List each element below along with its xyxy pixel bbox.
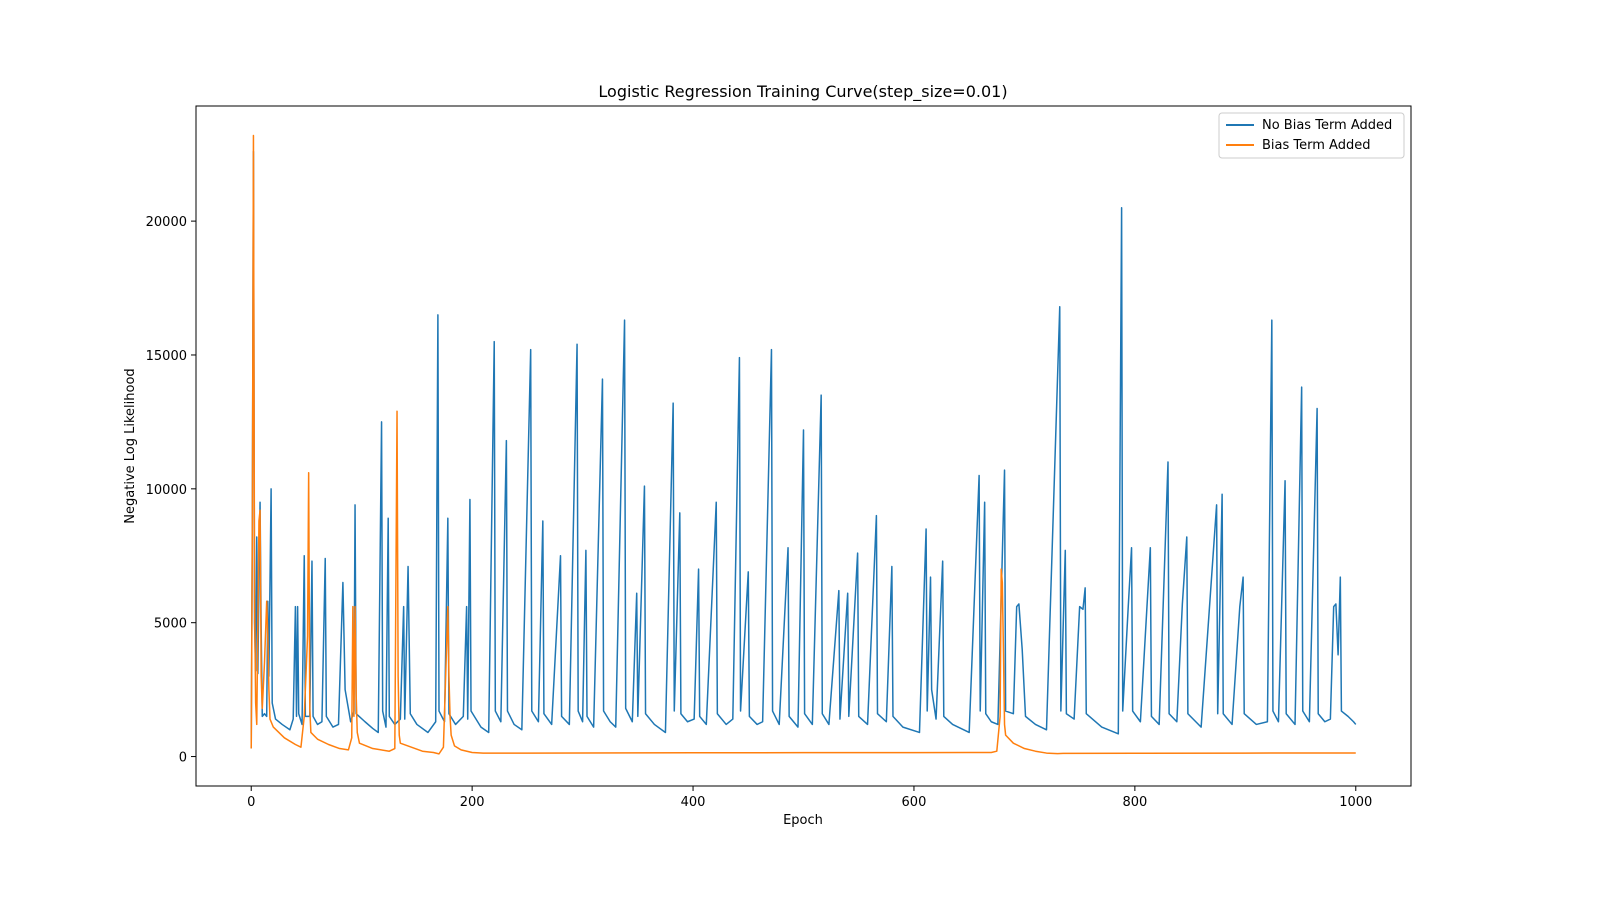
legend-box	[1218, 112, 1405, 159]
y-axis: 0 5000 10000 15000 20000	[146, 215, 196, 766]
x-tick-label: 1000	[1339, 795, 1372, 810]
chart-title: Logistic Regression Training Curve(step_…	[598, 82, 1007, 102]
x-tick-label: 600	[902, 795, 927, 810]
bias-series-line	[250, 134, 1356, 755]
x-axis: 0 200 400 600 800 1000	[247, 786, 1372, 810]
legend: No Bias Term Added Bias Term Added	[1218, 112, 1405, 159]
y-tick-label: 20000	[146, 215, 187, 230]
y-tick-label: 0	[179, 751, 187, 766]
y-tick-label: 15000	[146, 349, 187, 364]
y-tick-label: 5000	[154, 617, 187, 632]
no-bias-series-line	[250, 150, 1357, 749]
series-layer	[250, 134, 1357, 755]
x-tick-label: 0	[247, 795, 255, 810]
legend-label-no-bias: No Bias Term Added	[1262, 118, 1392, 133]
x-tick-label: 800	[1122, 795, 1147, 810]
legend-label-bias: Bias Term Added	[1262, 138, 1370, 153]
y-axis-label: Negative Log Likelihood	[123, 368, 138, 523]
x-tick-label: 400	[681, 795, 706, 810]
x-axis-label: Epoch	[783, 813, 823, 828]
y-tick-label: 10000	[146, 483, 187, 498]
x-tick-label: 200	[460, 795, 485, 810]
plot-frame	[195, 105, 1412, 787]
